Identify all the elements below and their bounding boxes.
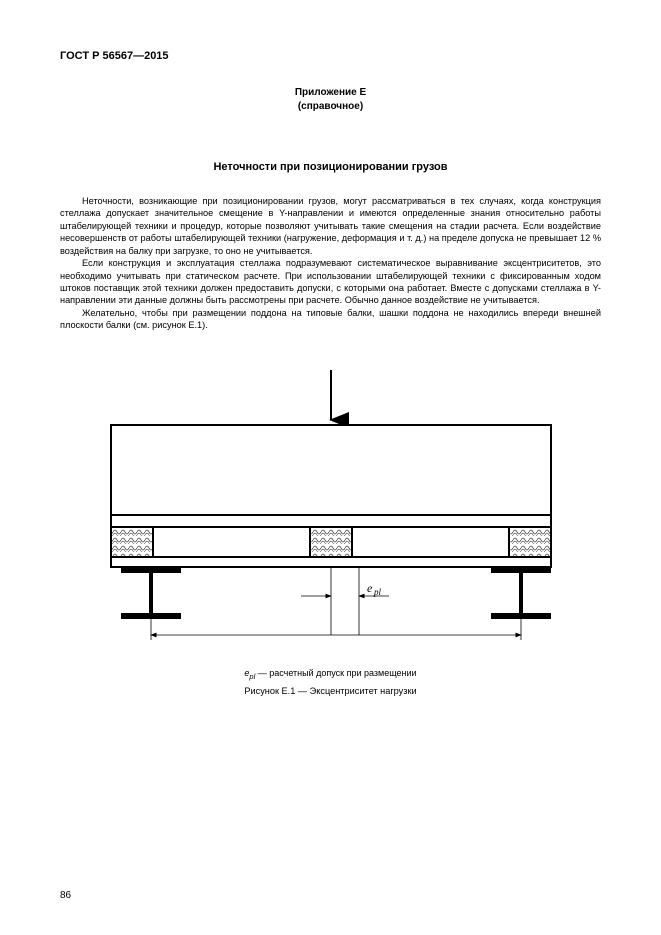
figure: e pl epl — расчетный допуск при размещен… xyxy=(60,360,601,697)
figure-legend: epl — расчетный допуск при размещении xyxy=(60,668,601,681)
paragraph-1: Неточности, возникающие при позициониров… xyxy=(60,195,601,257)
legend-text: — расчетный допуск при размещении xyxy=(255,668,416,678)
body-text: Неточности, возникающие при позициониров… xyxy=(60,195,601,332)
appendix-line2: (справочное) xyxy=(298,101,363,112)
figure-svg: e pl xyxy=(81,360,581,660)
svg-text:pl: pl xyxy=(373,587,382,597)
page: ГОСТ Р 56567—2015 Приложение Е (справочн… xyxy=(0,0,661,935)
svg-text:e: e xyxy=(367,581,373,595)
appendix-label: Приложение Е (справочное) xyxy=(60,86,601,113)
figure-caption: Рисунок Е.1 — Эксцентриситет нагрузки xyxy=(60,686,601,696)
section-title: Неточности при позиционировании грузов xyxy=(60,161,601,173)
page-number: 86 xyxy=(60,890,71,901)
appendix-line1: Приложение Е xyxy=(295,87,366,98)
paragraph-2: Если конструкция и эксплуатация стеллажа… xyxy=(60,257,601,307)
doc-header: ГОСТ Р 56567—2015 xyxy=(60,50,601,62)
paragraph-3: Желательно, чтобы при размещении поддона… xyxy=(60,307,601,332)
